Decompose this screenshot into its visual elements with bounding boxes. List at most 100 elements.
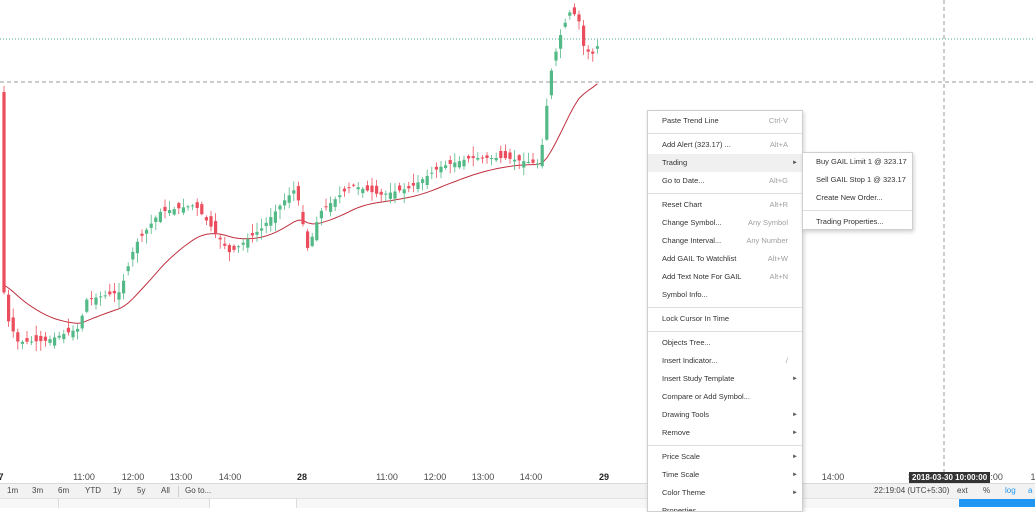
menu-item-add-gail-to-watchlist[interactable]: Add GAIL To Watchlist Alt+W (648, 250, 802, 268)
candle-up (494, 158, 498, 161)
candle-up (457, 161, 461, 168)
auto-scale-button[interactable]: a (1028, 486, 1033, 495)
candle-up (568, 12, 572, 16)
menu-item-reset-chart[interactable]: Reset Chart Alt+R (648, 196, 802, 214)
candle-down (25, 338, 29, 342)
menu-item-go-to-date[interactable]: Go to Date... Alt+G (648, 172, 802, 190)
blue-action-button[interactable] (959, 499, 1035, 507)
submenu-item-buy-gail-limit-1-323-17[interactable]: Buy GAIL Limit 1 @ 323.17 (803, 153, 912, 171)
submenu-item-sell-gail-stop-1-323-17[interactable]: Sell GAIL Stop 1 @ 323.17 (803, 171, 912, 189)
timeframe-all[interactable]: All (161, 486, 170, 495)
submenu-item-create-new-order[interactable]: Create New Order... (803, 189, 912, 207)
candle-up (53, 337, 57, 346)
candle-up (319, 210, 323, 219)
candle-up (71, 330, 75, 338)
candle-down (140, 233, 144, 236)
candle-down (296, 186, 300, 201)
candle-up (145, 229, 149, 234)
menu-item-lock-cursor-in-time[interactable]: Lock Cursor In Time (648, 310, 802, 328)
candle-up (48, 339, 52, 343)
candle-up (237, 246, 241, 248)
candle-up (186, 206, 190, 208)
candle-up (361, 188, 365, 194)
menu-item-paste-trend-line[interactable]: Paste Trend Line Ctrl-V (648, 112, 802, 130)
menu-separator (648, 307, 802, 308)
menu-item-shortcut: Alt+A (769, 140, 788, 149)
candle-down (250, 233, 254, 236)
candle-up (476, 158, 480, 160)
candle-down (232, 245, 236, 250)
candle-up (559, 35, 563, 49)
candle-up (315, 222, 319, 241)
go-to-date-button[interactable]: Go to... (185, 486, 212, 495)
moving-average-layer (3, 83, 598, 324)
panel-tab[interactable] (59, 499, 210, 508)
menu-item-time-scale[interactable]: Time Scale ► (648, 466, 802, 484)
candle-down (375, 185, 379, 194)
timeframe-6m[interactable]: 6m (58, 486, 70, 495)
menu-item-insert-study-template[interactable]: Insert Study Template ► (648, 370, 802, 388)
context-menu: Paste Trend Line Ctrl-V Add Alert (323.17)… (647, 110, 803, 512)
panel-tab[interactable] (210, 499, 297, 508)
timeframe-ytd[interactable]: YTD (85, 486, 101, 495)
candle-up (57, 335, 61, 338)
candle-up (384, 193, 388, 195)
menu-item-label: Symbol Info... (662, 290, 708, 299)
menu-item-label: Color Theme (662, 488, 706, 497)
menu-item-properties[interactable]: Properties... (648, 502, 802, 511)
menu-item-shortcut: Any Symbol (747, 218, 788, 227)
menu-item-label: Compare or Add Symbol... (662, 392, 750, 401)
log-scale-button[interactable]: log (1005, 486, 1016, 495)
menu-item-remove[interactable]: Remove ► (648, 424, 802, 442)
menu-item-change-symbol[interactable]: Change Symbol... Any Symbol (648, 214, 802, 232)
chevron-right-icon: ► (792, 430, 798, 436)
percent-scale-button[interactable]: % (983, 486, 991, 495)
bottom-toolbar: 1m 3m 6m YTD 1y 5y All Go to... 22:19:04… (0, 483, 1035, 499)
menu-item-label: Change Symbol... (662, 218, 722, 227)
candle-down (448, 160, 452, 164)
candle-up (388, 192, 392, 199)
menu-item-change-interval[interactable]: Change Interval... Any Number (648, 232, 802, 250)
menu-item-add-text-note-for-gail[interactable]: Add Text Note For GAIL Alt+N (648, 268, 802, 286)
candle-up (453, 162, 457, 168)
grid-lines (0, 0, 1035, 483)
x-axis: 7 11:00 12:00 13:00 14:00 28 11:00 12:00 13:00 14… (0, 472, 1035, 482)
candle-down (34, 335, 38, 342)
submenu-separator (803, 210, 912, 211)
x-axis-tick-label: 11:00 (376, 472, 398, 482)
candle-down (591, 51, 595, 54)
timeframe-1m[interactable]: 1m (7, 486, 19, 495)
extended-hours-button[interactable]: ext (957, 486, 968, 495)
candle-down (342, 188, 346, 192)
submenu-item-trading-properties[interactable]: Trading Properties... (803, 213, 912, 231)
toolbar-divider (178, 486, 179, 497)
timeframe-5y[interactable]: 5y (137, 486, 146, 495)
menu-item-compare-or-add-symbol[interactable]: Compare or Add Symbol... (648, 388, 802, 406)
candle-down (218, 237, 222, 240)
candle-down (2, 91, 6, 293)
menu-item-trading[interactable]: Trading ► (648, 154, 802, 172)
menu-item-symbol-info[interactable]: Symbol Info... (648, 286, 802, 304)
chevron-right-icon: ► (792, 412, 798, 418)
menu-item-shortcut: Alt+W (767, 254, 788, 263)
candle-down (66, 327, 70, 333)
menu-item-objects-tree[interactable]: Objects Tree... (648, 334, 802, 352)
submenu-item-label: Create New Order... (816, 193, 883, 202)
menu-item-color-theme[interactable]: Color Theme ► (648, 484, 802, 502)
candle-up (292, 190, 296, 194)
x-axis-tick-label: 12:00 (122, 472, 145, 482)
timeframe-1y[interactable]: 1y (113, 486, 122, 495)
menu-item-label: Drawing Tools (662, 410, 709, 419)
submenu-item-label: Buy GAIL Limit 1 @ 323.17 (816, 157, 907, 166)
candle-up (522, 161, 526, 168)
menu-item-price-scale[interactable]: Price Scale ► (648, 448, 802, 466)
menu-item-drawing-tools[interactable]: Drawing Tools ► (648, 406, 802, 424)
menu-item-add-alert-323-17[interactable]: Add Alert (323.17) ... Alt+A (648, 136, 802, 154)
candle-up (80, 315, 84, 329)
candle-down (204, 217, 208, 221)
timeframe-3m[interactable]: 3m (32, 486, 44, 495)
panel-tab[interactable] (0, 499, 59, 508)
candle-up (172, 209, 176, 215)
menu-item-insert-indicator[interactable]: Insert Indicator... / (648, 352, 802, 370)
